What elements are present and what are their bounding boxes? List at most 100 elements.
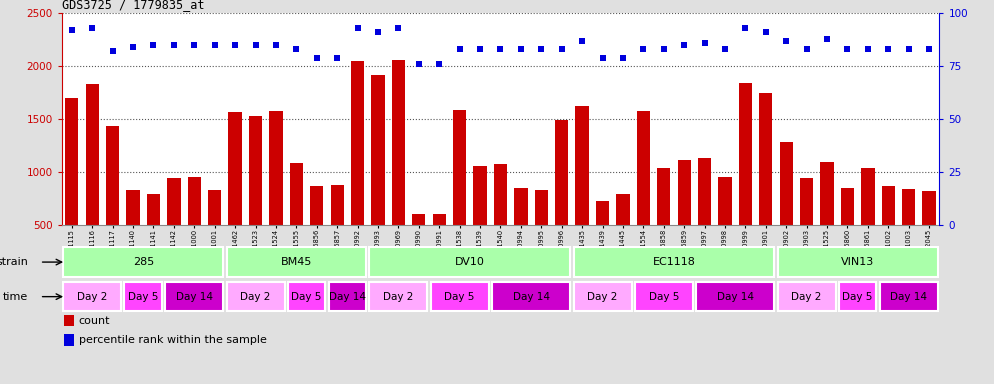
Bar [188, 177, 201, 278]
Bar [841, 188, 854, 278]
Text: Day 2: Day 2 [791, 291, 822, 302]
Bar [208, 190, 222, 278]
Point [104, 48, 120, 55]
Point [757, 30, 773, 36]
Point [350, 25, 366, 31]
Bar [310, 185, 323, 278]
Point [329, 55, 345, 61]
Text: DV10: DV10 [455, 257, 485, 267]
Point [575, 38, 590, 44]
Text: count: count [79, 316, 110, 326]
Point [656, 46, 672, 52]
Text: Day 2: Day 2 [384, 291, 414, 302]
Text: Day 5: Day 5 [648, 291, 679, 302]
Text: Day 5: Day 5 [128, 291, 158, 302]
Text: Day 14: Day 14 [891, 291, 927, 302]
Point [778, 38, 794, 44]
Bar [759, 93, 772, 278]
Bar [494, 164, 507, 278]
Bar [329, 282, 366, 311]
Bar [64, 334, 74, 346]
Bar [492, 282, 571, 311]
Point [84, 25, 100, 31]
Bar [637, 111, 650, 278]
Bar [880, 282, 937, 311]
Bar [800, 178, 813, 278]
Point [635, 46, 651, 52]
Bar [66, 98, 79, 278]
Point [697, 40, 713, 46]
Bar [167, 178, 181, 278]
Point [676, 42, 692, 48]
Bar [922, 191, 935, 278]
Bar [351, 61, 364, 278]
Bar [576, 106, 588, 278]
Text: Day 5: Day 5 [843, 291, 873, 302]
Point [615, 55, 631, 61]
Bar [616, 194, 629, 278]
Point [64, 27, 80, 33]
Bar [903, 189, 915, 278]
Text: Day 5: Day 5 [444, 291, 475, 302]
Bar [698, 158, 712, 278]
Text: Day 14: Day 14 [717, 291, 753, 302]
Bar [85, 84, 98, 278]
Bar [514, 188, 528, 278]
Point [594, 55, 610, 61]
Bar [430, 282, 489, 311]
Bar [820, 162, 834, 278]
Point [268, 42, 284, 48]
Bar [839, 282, 877, 311]
Text: Day 2: Day 2 [78, 291, 107, 302]
Point [309, 55, 325, 61]
Bar [596, 202, 609, 278]
Point [921, 46, 937, 52]
Bar [535, 190, 548, 278]
Point [472, 46, 488, 52]
Text: Day 14: Day 14 [329, 291, 366, 302]
Bar [64, 282, 121, 311]
Bar [165, 282, 224, 311]
Point [717, 46, 733, 52]
Bar [370, 282, 427, 311]
Text: time: time [3, 291, 28, 302]
Bar [696, 282, 774, 311]
Bar [861, 168, 875, 278]
Text: GDS3725 / 1779835_at: GDS3725 / 1779835_at [62, 0, 204, 11]
Bar [657, 168, 670, 278]
Point [207, 42, 223, 48]
Point [799, 46, 815, 52]
Point [493, 46, 509, 52]
Bar [227, 247, 366, 277]
Bar [574, 247, 774, 277]
Bar [392, 60, 405, 278]
Bar [124, 282, 162, 311]
Bar [432, 214, 446, 278]
Bar [779, 142, 793, 278]
Bar [739, 83, 752, 278]
Point [370, 30, 386, 36]
Bar [372, 74, 385, 278]
Point [391, 25, 407, 31]
Text: 285: 285 [132, 257, 154, 267]
Point [738, 25, 753, 31]
Point [186, 42, 202, 48]
Text: Day 14: Day 14 [513, 291, 550, 302]
Point [534, 46, 550, 52]
Bar [473, 166, 487, 278]
Bar [147, 194, 160, 278]
Bar [555, 120, 569, 278]
Bar [719, 177, 732, 278]
Point [248, 42, 263, 48]
Bar [64, 247, 224, 277]
Text: strain: strain [0, 257, 28, 267]
Point [166, 42, 182, 48]
Bar [106, 126, 119, 278]
Text: Day 5: Day 5 [291, 291, 322, 302]
Bar [227, 282, 284, 311]
Bar [574, 282, 631, 311]
Text: EC1118: EC1118 [652, 257, 696, 267]
Text: Day 14: Day 14 [176, 291, 213, 302]
Point [288, 46, 304, 52]
Bar [370, 247, 571, 277]
